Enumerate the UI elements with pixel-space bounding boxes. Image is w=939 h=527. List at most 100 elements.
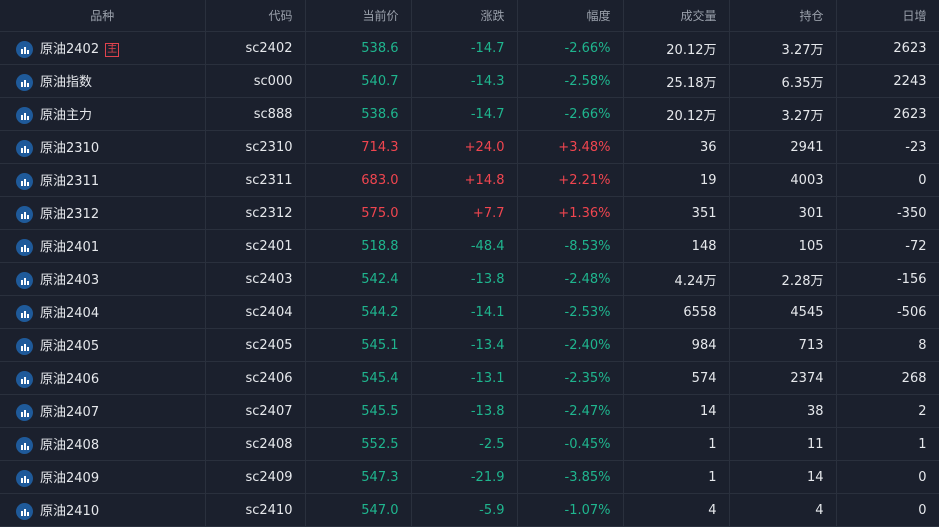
cell-code: sc2405 — [205, 328, 306, 362]
cell-daily-change: 2 — [836, 394, 939, 428]
cell-open-interest: 38 — [729, 394, 837, 428]
cell-variety: 原油2403 — [0, 262, 206, 296]
cell-change: -5.9 — [411, 493, 518, 527]
chart-icon[interactable] — [16, 305, 33, 322]
cell-volume: 20.12万 — [623, 31, 730, 65]
cell-percent: -1.07% — [517, 493, 624, 527]
cell-daily-change: -23 — [836, 130, 939, 164]
cell-percent: +3.48% — [517, 130, 624, 164]
table-row[interactable]: 原油2311 sc2311 683.0 +14.8 +2.21% 19 4003 0 — [0, 163, 939, 197]
cell-code: sc000 — [205, 64, 306, 98]
chart-icon[interactable] — [16, 41, 33, 58]
cell-volume: 20.12万 — [623, 97, 730, 131]
table-row[interactable]: 原油2404 sc2404 544.2 -14.1 -2.53% 6558 4545 -506 — [0, 295, 939, 329]
chart-icon[interactable] — [16, 173, 33, 190]
cell-code: sc888 — [205, 97, 306, 131]
header-price[interactable]: 当前价 — [305, 0, 412, 32]
table-row[interactable]: 原油2310 sc2310 714.3 +24.0 +3.48% 36 2941 -23 — [0, 130, 939, 164]
chart-icon[interactable] — [16, 404, 33, 421]
cell-daily-change: 0 — [836, 163, 939, 197]
cell-open-interest: 6.35万 — [729, 64, 837, 98]
cell-code: sc2404 — [205, 295, 306, 329]
cell-volume: 148 — [623, 229, 730, 263]
table-row[interactable]: 原油2401 sc2401 518.8 -48.4 -8.53% 148 105 -72 — [0, 229, 939, 263]
cell-variety: 原油2310 — [0, 130, 206, 164]
cell-price: 575.0 — [305, 196, 412, 230]
cell-code: sc2310 — [205, 130, 306, 164]
cell-variety: 原油主力 — [0, 97, 206, 131]
cell-code: sc2311 — [205, 163, 306, 197]
chart-icon[interactable] — [16, 272, 33, 289]
cell-variety: 原油2410 — [0, 493, 206, 527]
table-row[interactable]: 原油2402 主 sc2402 538.6 -14.7 -2.66% 20.12万 3.27万… — [0, 31, 939, 65]
table-row[interactable]: 原油2312 sc2312 575.0 +7.7 +1.36% 351 301 -350 — [0, 196, 939, 230]
variety-name: 原油2404 — [40, 306, 100, 321]
chart-icon[interactable] — [16, 206, 33, 223]
cell-change: -14.1 — [411, 295, 518, 329]
cell-price: 545.5 — [305, 394, 412, 428]
cell-price: 542.4 — [305, 262, 412, 296]
cell-variety: 原油2402 主 — [0, 31, 206, 65]
table-row[interactable]: 原油2407 sc2407 545.5 -13.8 -2.47% 14 38 2 — [0, 394, 939, 428]
table-row[interactable]: 原油主力 sc888 538.6 -14.7 -2.66% 20.12万 3.27万 2623 — [0, 97, 939, 131]
table-row[interactable]: 原油2403 sc2403 542.4 -13.8 -2.48% 4.24万 2.28万 -1… — [0, 262, 939, 296]
chart-icon[interactable] — [16, 371, 33, 388]
cell-volume: 1 — [623, 427, 730, 461]
chart-icon[interactable] — [16, 503, 33, 520]
chart-icon[interactable] — [16, 140, 33, 157]
cell-price: 683.0 — [305, 163, 412, 197]
cell-variety: 原油2311 — [0, 163, 206, 197]
header-percent[interactable]: 幅度 — [517, 0, 624, 32]
variety-name: 原油2405 — [40, 339, 100, 354]
cell-volume: 984 — [623, 328, 730, 362]
cell-volume: 1 — [623, 460, 730, 494]
cell-percent: -2.66% — [517, 97, 624, 131]
cell-open-interest: 301 — [729, 196, 837, 230]
table-row[interactable]: 原油2406 sc2406 545.4 -13.1 -2.35% 574 2374 268 — [0, 361, 939, 395]
chart-icon[interactable] — [16, 107, 33, 124]
header-variety[interactable]: 品种 — [0, 0, 206, 32]
table-row[interactable]: 原油2408 sc2408 552.5 -2.5 -0.45% 1 11 1 — [0, 427, 939, 461]
table-row[interactable]: 原油2409 sc2409 547.3 -21.9 -3.85% 1 14 0 — [0, 460, 939, 494]
table-row[interactable]: 原油指数 sc000 540.7 -14.3 -2.58% 25.18万 6.35万 2243 — [0, 64, 939, 98]
chart-icon[interactable] — [16, 437, 33, 454]
chart-icon[interactable] — [16, 239, 33, 256]
header-daily-change[interactable]: 日增 — [836, 0, 939, 32]
variety-name: 原油2311 — [40, 174, 100, 189]
cell-change: -13.8 — [411, 394, 518, 428]
table-row[interactable]: 原油2410 sc2410 547.0 -5.9 -1.07% 4 4 0 — [0, 493, 939, 527]
cell-percent: -2.66% — [517, 31, 624, 65]
header-open-interest[interactable]: 持仓 — [729, 0, 837, 32]
chart-icon[interactable] — [16, 470, 33, 487]
cell-change: +14.8 — [411, 163, 518, 197]
cell-open-interest: 11 — [729, 427, 837, 461]
cell-daily-change: 0 — [836, 493, 939, 527]
chart-icon[interactable] — [16, 74, 33, 91]
cell-daily-change: 2623 — [836, 31, 939, 65]
cell-open-interest: 713 — [729, 328, 837, 362]
cell-price: 540.7 — [305, 64, 412, 98]
cell-change: +24.0 — [411, 130, 518, 164]
cell-price: 544.2 — [305, 295, 412, 329]
cell-daily-change: 2623 — [836, 97, 939, 131]
cell-open-interest: 3.27万 — [729, 31, 837, 65]
header-change[interactable]: 涨跌 — [411, 0, 518, 32]
cell-volume: 574 — [623, 361, 730, 395]
chart-icon[interactable] — [16, 338, 33, 355]
cell-volume: 25.18万 — [623, 64, 730, 98]
cell-daily-change: -350 — [836, 196, 939, 230]
variety-name: 原油指数 — [40, 75, 93, 90]
cell-variety: 原油2312 — [0, 196, 206, 230]
cell-code: sc2403 — [205, 262, 306, 296]
table-row[interactable]: 原油2405 sc2405 545.1 -13.4 -2.40% 984 713 8 — [0, 328, 939, 362]
cell-code: sc2407 — [205, 394, 306, 428]
cell-percent: -2.58% — [517, 64, 624, 98]
cell-change: -13.4 — [411, 328, 518, 362]
cell-daily-change: -156 — [836, 262, 939, 296]
header-volume[interactable]: 成交量 — [623, 0, 730, 32]
cell-percent: -2.40% — [517, 328, 624, 362]
cell-price: 714.3 — [305, 130, 412, 164]
header-code[interactable]: 代码 — [205, 0, 306, 32]
cell-percent: -2.53% — [517, 295, 624, 329]
cell-change: -48.4 — [411, 229, 518, 263]
